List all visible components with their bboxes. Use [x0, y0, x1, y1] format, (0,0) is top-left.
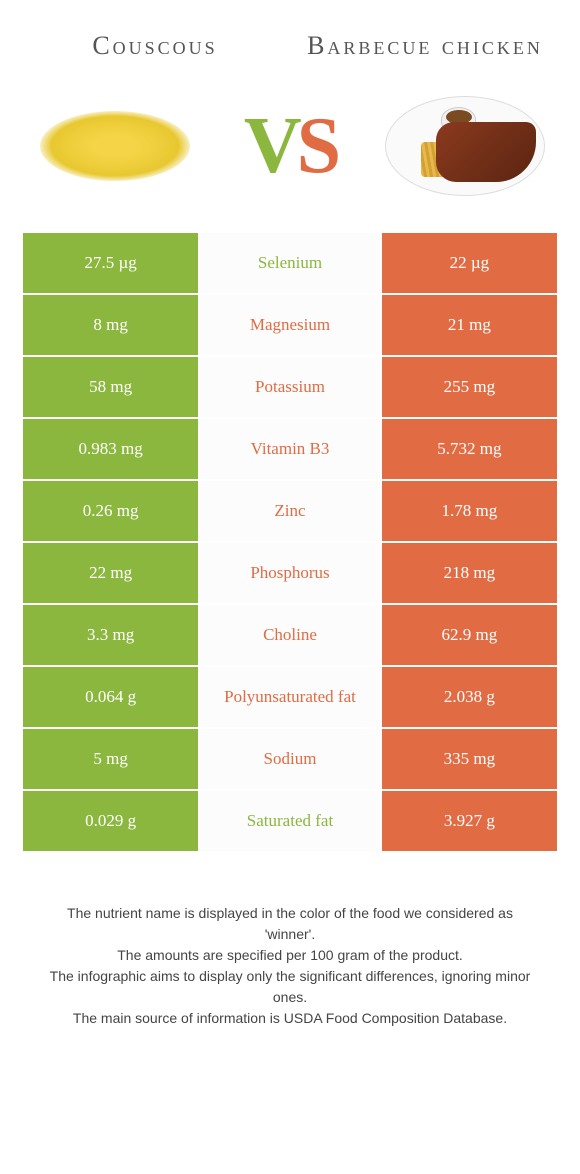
- vs-s: S: [297, 101, 337, 192]
- nutrient-name: Zinc: [199, 480, 381, 542]
- vs-label: VS: [244, 101, 336, 192]
- right-value: 5.732 mg: [381, 418, 558, 480]
- header-titles: Couscous Barbecue chicken: [0, 0, 580, 81]
- table-row: 0.26 mgZinc1.78 mg: [22, 480, 558, 542]
- footer-line: The main source of information is USDA F…: [40, 1008, 540, 1029]
- right-value: 1.78 mg: [381, 480, 558, 542]
- left-value: 0.064 g: [22, 666, 199, 728]
- table-row: 3.3 mgCholine62.9 mg: [22, 604, 558, 666]
- left-value: 5 mg: [22, 728, 199, 790]
- vs-v: V: [244, 101, 297, 192]
- right-value: 255 mg: [381, 356, 558, 418]
- nutrient-name: Vitamin B3: [199, 418, 381, 480]
- comparison-table: 27.5 µgSelenium22 µg8 mgMagnesium21 mg58…: [21, 231, 559, 853]
- nutrient-name: Potassium: [199, 356, 381, 418]
- footer-line: The nutrient name is displayed in the co…: [40, 903, 540, 945]
- left-value: 0.983 mg: [22, 418, 199, 480]
- right-food-title: Barbecue chicken: [304, 30, 547, 61]
- nutrient-name: Selenium: [199, 232, 381, 294]
- right-value: 218 mg: [381, 542, 558, 604]
- footer-notes: The nutrient name is displayed in the co…: [0, 853, 580, 1049]
- table-row: 27.5 µgSelenium22 µg: [22, 232, 558, 294]
- table-row: 22 mgPhosphorus218 mg: [22, 542, 558, 604]
- nutrient-name: Saturated fat: [199, 790, 381, 852]
- left-value: 58 mg: [22, 356, 199, 418]
- nutrient-name: Phosphorus: [199, 542, 381, 604]
- footer-line: The amounts are specified per 100 gram o…: [40, 945, 540, 966]
- right-value: 21 mg: [381, 294, 558, 356]
- left-value: 22 mg: [22, 542, 199, 604]
- table-row: 0.029 gSaturated fat3.927 g: [22, 790, 558, 852]
- nutrient-name: Choline: [199, 604, 381, 666]
- right-value: 22 µg: [381, 232, 558, 294]
- left-value: 8 mg: [22, 294, 199, 356]
- nutrient-name: Polyunsaturated fat: [199, 666, 381, 728]
- bbq-image: [380, 91, 550, 201]
- table-row: 58 mgPotassium255 mg: [22, 356, 558, 418]
- nutrient-name: Magnesium: [199, 294, 381, 356]
- footer-line: The infographic aims to display only the…: [40, 966, 540, 1008]
- table-row: 0.064 gPolyunsaturated fat2.038 g: [22, 666, 558, 728]
- images-row: VS: [0, 81, 580, 231]
- left-food-title: Couscous: [34, 30, 277, 61]
- nutrient-name: Sodium: [199, 728, 381, 790]
- left-value: 0.26 mg: [22, 480, 199, 542]
- left-value: 27.5 µg: [22, 232, 199, 294]
- right-value: 3.927 g: [381, 790, 558, 852]
- couscous-image: [30, 91, 200, 201]
- right-value: 62.9 mg: [381, 604, 558, 666]
- table-row: 0.983 mgVitamin B35.732 mg: [22, 418, 558, 480]
- right-value: 2.038 g: [381, 666, 558, 728]
- table-row: 8 mgMagnesium21 mg: [22, 294, 558, 356]
- left-value: 3.3 mg: [22, 604, 199, 666]
- table-row: 5 mgSodium335 mg: [22, 728, 558, 790]
- left-value: 0.029 g: [22, 790, 199, 852]
- right-value: 335 mg: [381, 728, 558, 790]
